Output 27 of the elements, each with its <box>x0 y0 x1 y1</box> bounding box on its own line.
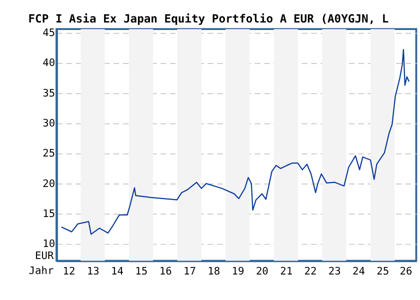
y-tick-label: 20 <box>42 178 56 190</box>
y-axis-title: EUR <box>34 250 54 262</box>
y-tick-label: 25 <box>42 148 56 160</box>
y-tick-label: 40 <box>42 57 56 70</box>
x-tick-label: 20 <box>256 265 268 278</box>
x-tick-label: 24 <box>352 265 366 278</box>
x-tick-label: 23 <box>328 265 341 278</box>
x-tick-label: 26 <box>400 265 412 278</box>
x-tick-label: 14 <box>111 265 124 278</box>
y-tick-label: 45 <box>42 27 56 40</box>
x-tick-label: 21 <box>280 265 293 278</box>
line-series <box>60 49 410 235</box>
y-tick-label: 10 <box>42 238 56 250</box>
x-axis-title: Jahr <box>28 264 54 277</box>
x-tick-label: 13 <box>86 265 100 278</box>
x-tick-label: 18 <box>208 265 220 278</box>
y-tick-label: 30 <box>42 118 56 130</box>
x-tick-label: 22 <box>304 265 317 278</box>
x-tick-label: 12 <box>62 265 76 278</box>
y-tick-label: 35 <box>42 87 56 100</box>
y-tick-label: 15 <box>42 208 56 220</box>
x-tick-label: 15 <box>135 265 148 278</box>
x-tick-label: 25 <box>376 265 390 278</box>
x-tick-label: 17 <box>183 265 196 278</box>
chart-title: FCP I Asia Ex Japan Equity Portfolio A EUR (A0YGJN, L <box>28 12 389 26</box>
x-tick-label: 16 <box>159 265 172 278</box>
x-tick-label: 19 <box>232 265 244 278</box>
